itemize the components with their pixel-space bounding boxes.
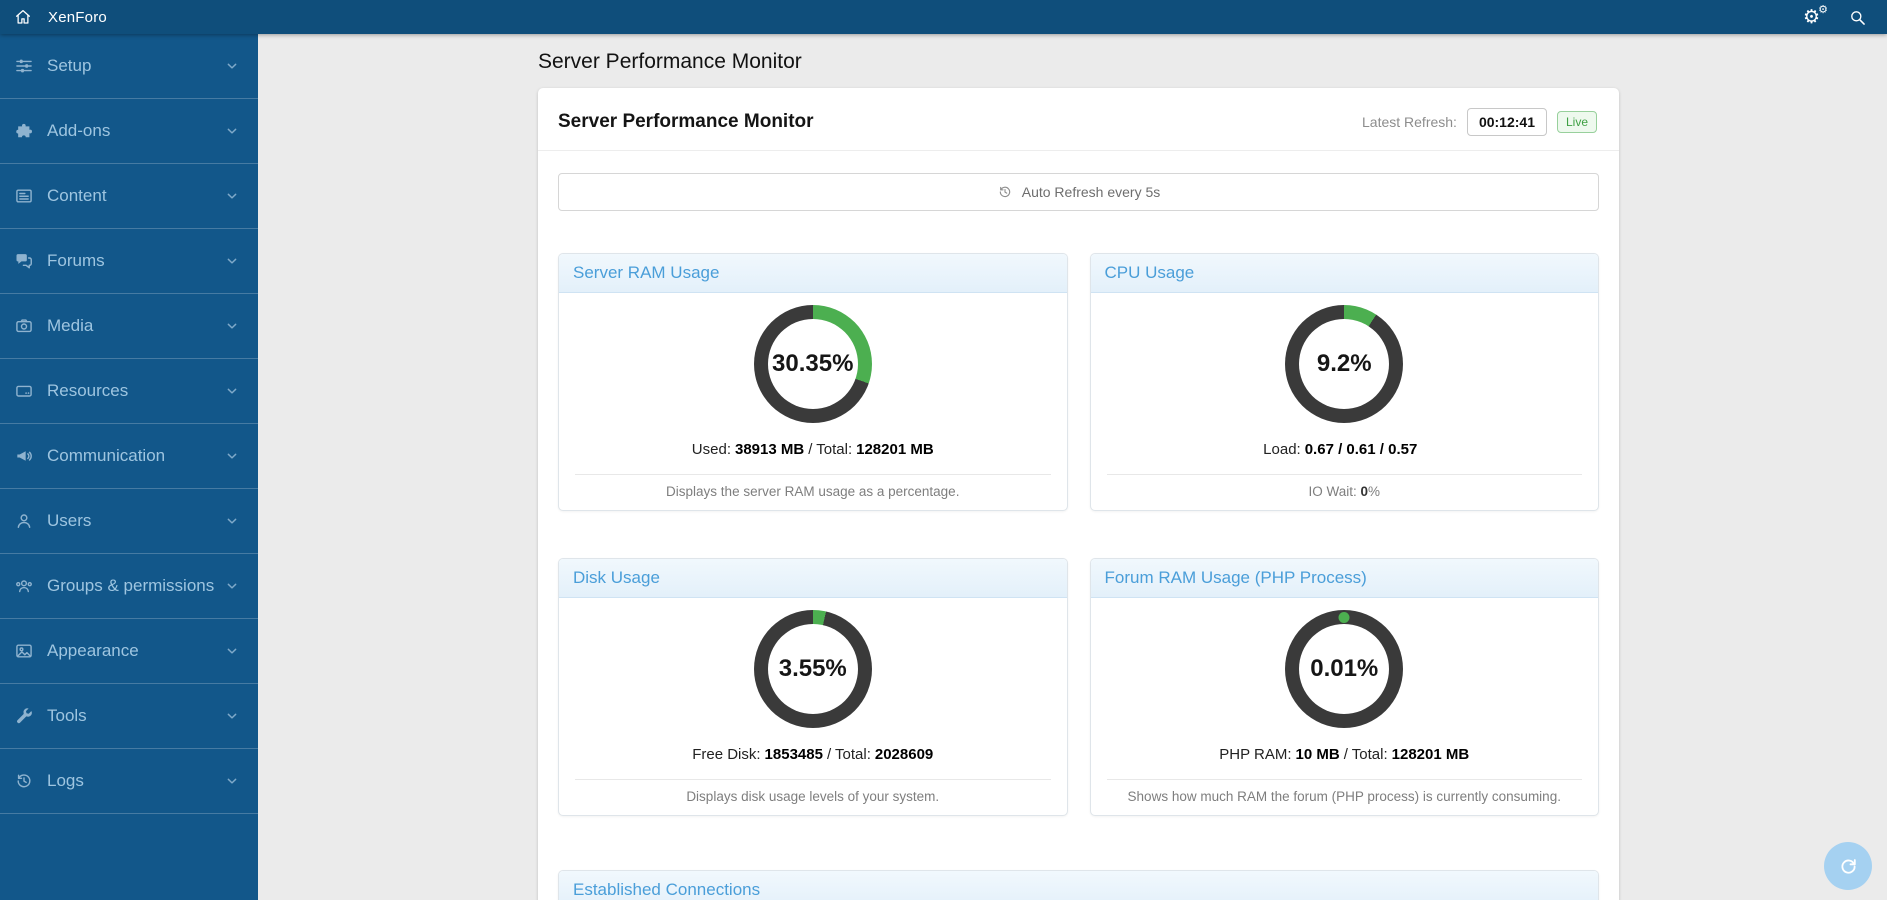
sidebar-item-media[interactable]: Media bbox=[0, 294, 258, 359]
gauge-value: 3.55% bbox=[767, 624, 858, 714]
chevron-down-icon bbox=[224, 318, 240, 334]
comments-icon bbox=[14, 251, 34, 271]
latest-refresh-value: 00:12:41 bbox=[1466, 108, 1547, 136]
chevron-down-icon bbox=[224, 513, 240, 529]
card-footer: IO Wait: 0% bbox=[1106, 474, 1582, 510]
refresh-fab-button[interactable] bbox=[1824, 842, 1872, 890]
users-icon bbox=[14, 576, 34, 596]
sidebar-item-tools[interactable]: Tools bbox=[0, 684, 258, 749]
latest-refresh-label: Latest Refresh: bbox=[1362, 114, 1457, 130]
forum-ram-gauge: 0.01% bbox=[1285, 610, 1404, 728]
main-content: Server Performance Monitor Server Perfor… bbox=[258, 0, 1887, 900]
top-navbar: XenForo ⚙ ⚙ bbox=[0, 0, 1887, 34]
card-cpu-usage: CPU Usage 9.2% Load: 0.67 / 0.61 / 0.57 I… bbox=[1089, 253, 1599, 511]
gauge-value: 0.01% bbox=[1299, 624, 1390, 714]
sidebar-item-setup[interactable]: Setup bbox=[0, 34, 258, 99]
home-icon[interactable] bbox=[14, 8, 32, 26]
refresh-icon bbox=[1838, 856, 1859, 877]
chevron-down-icon bbox=[224, 643, 240, 659]
card-server-ram-usage: Server RAM Usage 30.35% Used: 38913 MB / T… bbox=[558, 253, 1068, 511]
disk-usage-gauge: 3.55% bbox=[753, 610, 872, 728]
card-title: Forum RAM Usage (PHP Process) bbox=[1090, 559, 1598, 598]
auto-refresh-label: Auto Refresh every 5s bbox=[1021, 184, 1161, 200]
chevron-down-icon bbox=[224, 578, 240, 594]
card-disk-usage: Disk Usage 3.55% Free Disk: 1853485/ Tota… bbox=[558, 558, 1068, 816]
sidebar-item-label: Users bbox=[47, 511, 92, 530]
stat-line: PHP RAM: 10 MB / Total: 128201 MB bbox=[1219, 746, 1470, 763]
card-footer: Displays disk usage levels of your syste… bbox=[575, 779, 1051, 815]
chevron-down-icon bbox=[224, 383, 240, 399]
sidebar-item-logs[interactable]: Logs bbox=[0, 749, 258, 814]
sidebar-item-label: Appearance bbox=[47, 641, 139, 660]
stat-line: Used: 38913 MB / Total: 128201 MB bbox=[691, 441, 934, 458]
gauge-value: 9.2% bbox=[1299, 319, 1390, 409]
sidebar-item-label: Logs bbox=[47, 771, 84, 790]
sidebar-item-users[interactable]: Users bbox=[0, 489, 258, 554]
sidebar-item-content[interactable]: Content bbox=[0, 164, 258, 229]
gauge-dot bbox=[1338, 612, 1350, 623]
gauge-value: 30.35% bbox=[767, 319, 858, 409]
card-footer: Displays the server RAM usage as a perce… bbox=[575, 474, 1051, 510]
ram-usage-gauge: 30.35% bbox=[753, 305, 872, 423]
box-icon bbox=[14, 381, 34, 401]
user-icon bbox=[14, 511, 34, 531]
panel-title: Server Performance Monitor bbox=[558, 111, 814, 132]
panel-header: Server Performance Monitor Latest Refres… bbox=[538, 88, 1619, 151]
puzzle-icon bbox=[14, 121, 34, 141]
card-footer: Shows how much RAM the forum (PHP proces… bbox=[1106, 779, 1582, 815]
stat-line: Load: 0.67 / 0.61 / 0.57 bbox=[1263, 441, 1418, 458]
established-connections-section: Established Connections bbox=[558, 870, 1599, 900]
chevron-down-icon bbox=[224, 253, 240, 269]
sidebar-item-label: Communication bbox=[47, 446, 166, 465]
card-title: Disk Usage bbox=[559, 559, 1067, 598]
image-icon bbox=[14, 641, 34, 661]
camera-icon bbox=[14, 316, 34, 336]
page-title: Server Performance Monitor bbox=[538, 50, 802, 73]
sidebar-item-resources[interactable]: Resources bbox=[0, 359, 258, 424]
chevron-down-icon bbox=[224, 448, 240, 464]
search-icon[interactable] bbox=[1848, 8, 1867, 27]
live-badge: Live bbox=[1556, 111, 1597, 133]
sidebar-item-communication[interactable]: Communication bbox=[0, 424, 258, 489]
sidebar-item-label: Add-ons bbox=[47, 121, 111, 140]
server-performance-panel: Server Performance Monitor Latest Refres… bbox=[538, 88, 1619, 900]
card-title: Server RAM Usage bbox=[559, 254, 1067, 293]
card-title: CPU Usage bbox=[1090, 254, 1598, 293]
sidebar-item-label: Tools bbox=[47, 706, 87, 725]
chevron-down-icon bbox=[224, 123, 240, 139]
history-icon bbox=[997, 184, 1013, 200]
auto-refresh-button[interactable]: Auto Refresh every 5s bbox=[558, 173, 1599, 211]
section-title: Established Connections bbox=[559, 871, 1598, 900]
chevron-down-icon bbox=[224, 188, 240, 204]
chevron-down-icon bbox=[224, 708, 240, 724]
chevron-down-icon bbox=[224, 773, 240, 789]
sidebar-item-addons[interactable]: Add-ons bbox=[0, 99, 258, 164]
sidebar-item-label: Groups & permissions bbox=[47, 576, 215, 595]
sidebar-item-forums[interactable]: Forums bbox=[0, 229, 258, 294]
settings-gears-icon[interactable]: ⚙ ⚙ bbox=[1802, 2, 1828, 28]
admin-sidebar: Setup Add-ons Content Forums Media Resou… bbox=[0, 34, 258, 900]
sidebar-item-appearance[interactable]: Appearance bbox=[0, 619, 258, 684]
chevron-down-icon bbox=[224, 58, 240, 74]
brand-logo[interactable]: XenForo bbox=[48, 8, 107, 26]
sidebar-item-label: Resources bbox=[47, 381, 129, 400]
sidebar-item-label: Content bbox=[47, 186, 107, 205]
bullhorn-icon bbox=[14, 446, 34, 466]
gauge-cards-grid: Server RAM Usage 30.35% Used: 38913 MB / T… bbox=[558, 253, 1599, 816]
cpu-usage-gauge: 9.2% bbox=[1285, 305, 1404, 423]
sidebar-item-label: Forums bbox=[47, 251, 105, 270]
card-forum-ram-usage: Forum RAM Usage (PHP Process) 0.01% PHP … bbox=[1089, 558, 1599, 816]
sliders-icon bbox=[14, 56, 34, 76]
newspaper-icon bbox=[14, 186, 34, 206]
history-icon bbox=[14, 771, 34, 791]
wrench-icon bbox=[14, 706, 34, 726]
sidebar-item-label: Setup bbox=[47, 56, 92, 75]
refresh-meta: Latest Refresh: 00:12:41 Live bbox=[1362, 108, 1597, 136]
sidebar-item-groups-permissions[interactable]: Groups & permissions bbox=[0, 554, 258, 619]
sidebar-item-label: Media bbox=[47, 316, 94, 335]
stat-line: Free Disk: 1853485/ Total: 2028609 bbox=[692, 746, 934, 763]
